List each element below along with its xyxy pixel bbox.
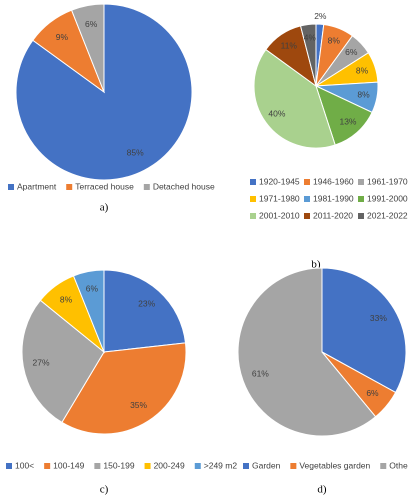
legend-label: 1971-1980: [259, 193, 300, 203]
pie-slice: [21, 299, 105, 424]
legend-label: 1981-1990: [313, 193, 354, 203]
legend-swatch: [250, 179, 256, 185]
data-label: 6%: [85, 19, 98, 29]
data-label: 6%: [366, 388, 379, 398]
legend-label: 150-199: [103, 460, 134, 470]
data-label: 2%: [314, 11, 327, 21]
legend-swatch: [94, 463, 101, 469]
legend-swatch: [250, 213, 256, 219]
legend-swatch: [290, 463, 297, 469]
legend-label: Vegetables garden: [299, 460, 370, 470]
legend-swatch: [358, 179, 364, 185]
legend-label: Garden: [252, 460, 281, 470]
legend-label: 100-149: [53, 460, 84, 470]
pie-slice: [61, 342, 187, 435]
caption: c): [100, 484, 109, 496]
legend-label: Terraced house: [75, 181, 134, 191]
legend-swatch: [358, 196, 364, 202]
pie-slice: [253, 48, 336, 149]
data-label: 6%: [345, 47, 358, 57]
data-label: 33%: [370, 313, 387, 323]
legend-swatch: [144, 463, 151, 469]
data-label: 13%: [339, 117, 356, 127]
legend-label: 2001-2010: [259, 210, 300, 220]
data-label: 61%: [252, 368, 269, 378]
legend-swatch: [250, 196, 256, 202]
data-label: 8%: [60, 295, 73, 305]
caption: a): [100, 202, 109, 214]
legend-label: Detached house: [153, 181, 215, 191]
legend-swatch: [8, 184, 14, 190]
legend-label: 100<: [15, 460, 34, 470]
legend-label: Other: [389, 460, 408, 470]
legend-label: >249 m2: [204, 460, 238, 470]
caption: d): [317, 484, 327, 496]
pie-slice: [72, 269, 105, 353]
data-label: 4%: [304, 32, 317, 42]
legend-label: 200-249: [154, 460, 185, 470]
legend-label: 2011-2020: [313, 210, 353, 220]
data-label: 23%: [138, 299, 155, 309]
legend-swatch: [380, 463, 387, 469]
legend-swatch: [243, 463, 249, 469]
legend-label: 2021-2022: [367, 210, 408, 220]
data-label: 9%: [56, 32, 69, 42]
data-label: 40%: [268, 109, 285, 119]
legend-label: 1920-1945: [259, 176, 300, 186]
legend-swatch: [143, 184, 150, 190]
legend-label: Apartment: [17, 181, 57, 191]
legend-swatch: [358, 213, 364, 219]
data-label: 35%: [130, 400, 147, 410]
data-label: 85%: [127, 147, 144, 157]
data-label: 6%: [86, 283, 99, 293]
legend-swatch: [44, 463, 51, 469]
data-label: 8%: [357, 89, 370, 99]
legend-label: 1946-1960: [313, 176, 354, 186]
data-label: 8%: [328, 35, 341, 45]
legend-swatch: [304, 179, 310, 185]
data-label: 27%: [33, 357, 50, 367]
pie-slice: [237, 267, 377, 437]
pie-slice: [103, 269, 187, 353]
data-label: 11%: [281, 40, 298, 50]
legend-label: 1991-2000: [367, 193, 408, 203]
legend-swatch: [304, 196, 310, 202]
legend-swatch: [66, 184, 73, 190]
legend-swatch: [304, 213, 310, 219]
legend-label: 1961-1970: [367, 176, 408, 186]
pie-slice: [321, 267, 407, 394]
pie-slice: [70, 3, 105, 93]
data-label: 8%: [356, 65, 369, 75]
legend-swatch: [6, 463, 12, 469]
pie-slice: [299, 23, 317, 87]
legend-swatch: [194, 463, 201, 469]
caption: b): [311, 259, 321, 271]
